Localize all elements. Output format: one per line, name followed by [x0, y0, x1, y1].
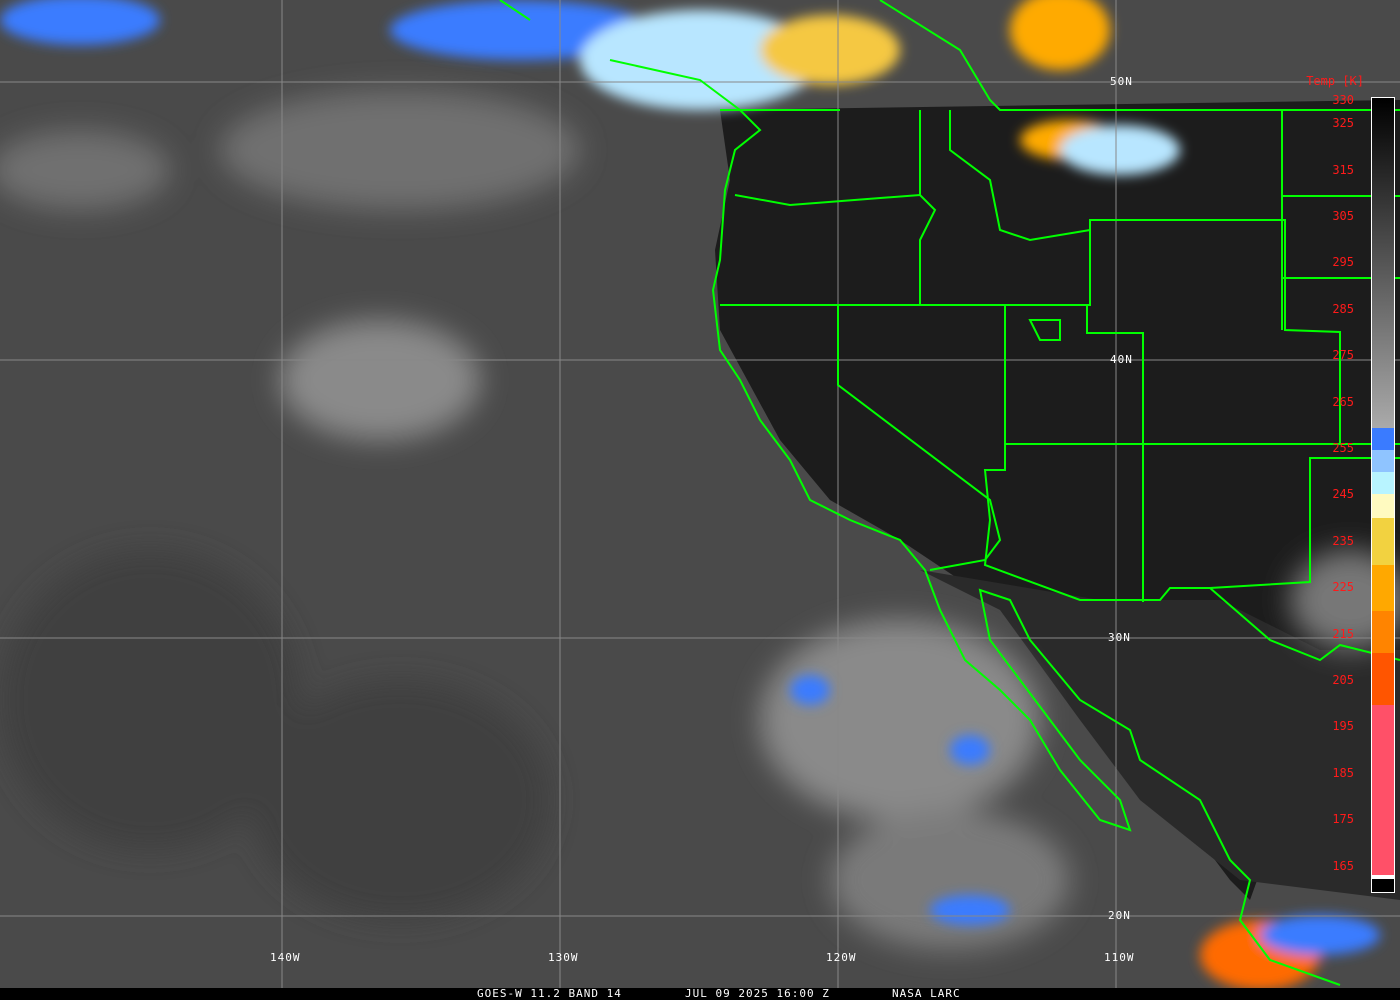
lon-label-140w: 140W	[270, 951, 301, 964]
lat-label-40n: 40N	[1110, 353, 1133, 366]
colorbar-tick-label: 330	[1332, 93, 1354, 107]
colorbar-tick-label: 215	[1332, 626, 1354, 641]
colorbar-tick-label: 315	[1332, 162, 1354, 177]
temperature-colorbar	[1371, 97, 1395, 893]
lon-label-120w: 120W	[826, 951, 857, 964]
colorbar-tick-label: 255	[1332, 441, 1354, 455]
colorbar-tick-label: 185	[1332, 765, 1354, 780]
lon-label-110w: 110W	[1104, 951, 1135, 964]
colorbar-tick-label: 205	[1332, 673, 1354, 687]
colorbar-tick-label: 275	[1332, 348, 1354, 363]
colorbar-tick-label: 325	[1332, 116, 1354, 131]
colorbar-tick-label: 245	[1332, 487, 1354, 502]
colorbar-tick-label: 195	[1332, 719, 1354, 734]
colorbar-tick-label: 225	[1332, 580, 1354, 595]
caption-credit: NASA LARC	[892, 987, 961, 1000]
cold-cloud-tops	[0, 0, 1380, 990]
colorbar-tick-label: 265	[1332, 394, 1354, 409]
colorbar-tick-label: 165	[1332, 858, 1354, 873]
colorbar-title: Temp [K]	[1306, 74, 1364, 88]
caption-datetime: JUL 09 2025 16:00 Z	[685, 987, 830, 1000]
caption-band: GOES-W 11.2 BAND 14	[477, 987, 622, 1000]
colorbar-tick-label: 235	[1332, 533, 1354, 548]
colorbar-tick-label: 285	[1332, 301, 1354, 316]
colorbar-tick-label: 175	[1332, 812, 1354, 827]
lat-label-50n: 50N	[1110, 75, 1133, 88]
caption-bar: GOES-W 11.2 BAND 14 JUL 09 2025 16:00 Z …	[0, 988, 1400, 1000]
lat-label-20n: 20N	[1108, 909, 1131, 922]
colorbar-tick-label: 305	[1332, 209, 1354, 223]
colorbar-tick-label: 295	[1332, 255, 1354, 270]
lon-label-130w: 130W	[548, 951, 579, 964]
political-borders	[499, 0, 1400, 986]
lat-label-30n: 30N	[1108, 631, 1131, 644]
